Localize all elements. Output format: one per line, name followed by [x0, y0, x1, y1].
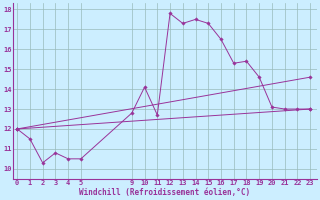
X-axis label: Windchill (Refroidissement éolien,°C): Windchill (Refroidissement éolien,°C) — [79, 188, 251, 197]
